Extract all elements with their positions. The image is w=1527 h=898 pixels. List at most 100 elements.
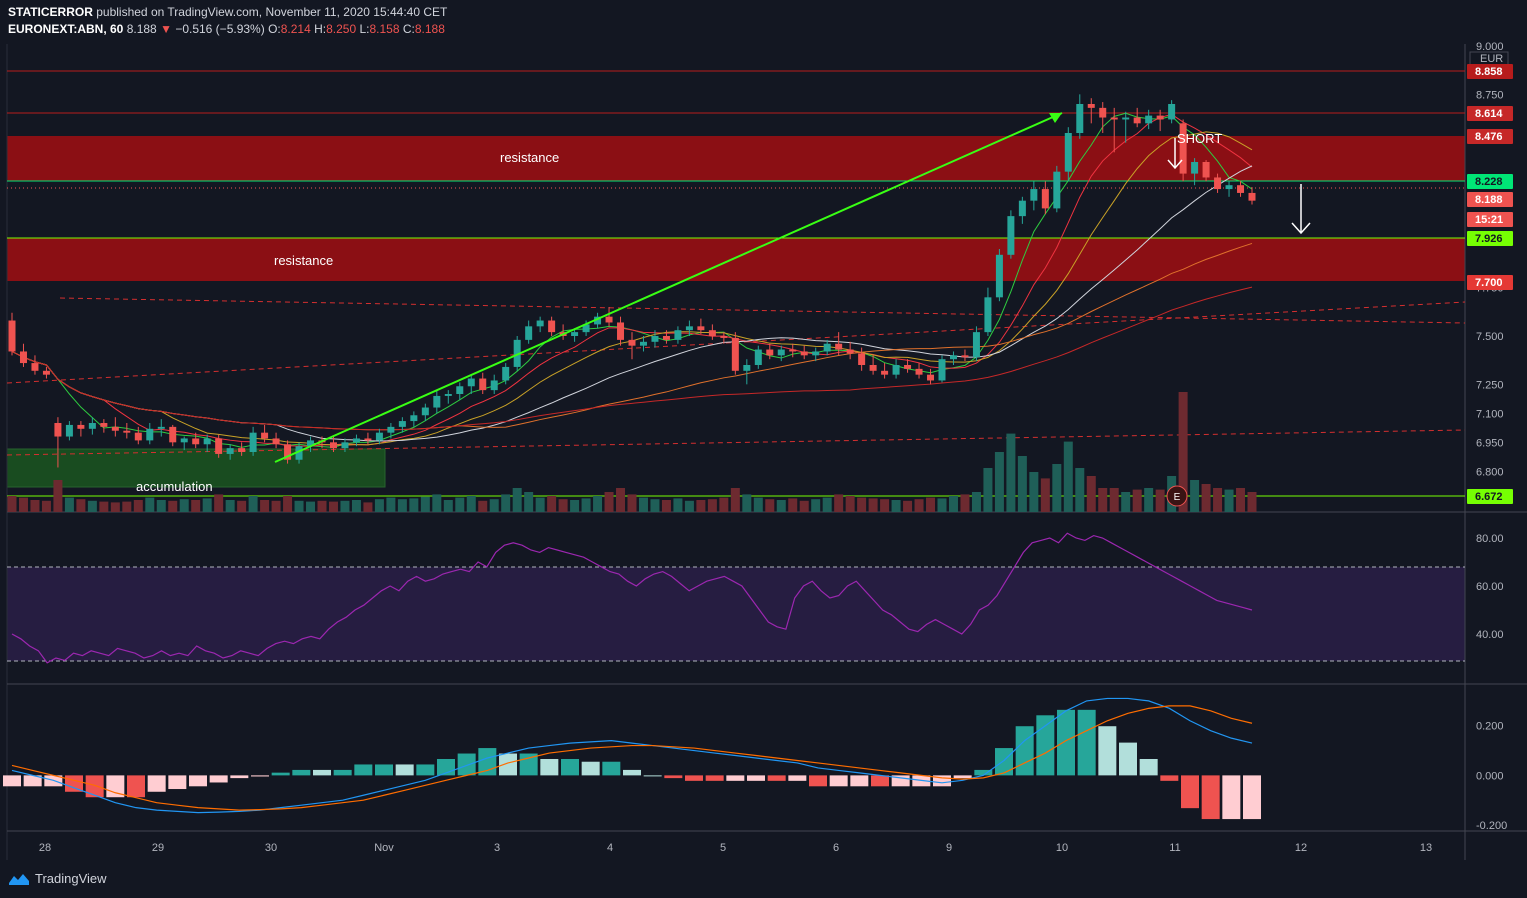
volume-bar xyxy=(1040,478,1050,512)
candle-body xyxy=(1053,171,1061,209)
candle-body xyxy=(341,442,349,449)
volume-bar xyxy=(7,496,17,512)
volume-bar xyxy=(684,500,694,512)
candle-body xyxy=(100,423,108,427)
volume-bar xyxy=(799,500,809,512)
candle-body xyxy=(65,424,73,437)
volume-bar xyxy=(558,499,568,512)
trend-arrow-line xyxy=(274,112,1063,463)
price-tick-label: 9.000 xyxy=(1476,41,1504,53)
macd-histogram-bar xyxy=(602,761,621,776)
volume-bar xyxy=(822,497,832,512)
symbol-label[interactable]: EURONEXT:ABN, 60 xyxy=(8,22,124,36)
candle-body xyxy=(972,332,980,358)
macd-histogram-bar xyxy=(168,775,187,790)
candle-body xyxy=(513,339,521,367)
volume-bar xyxy=(753,497,763,512)
candle-body xyxy=(639,341,647,346)
candle-body xyxy=(1237,185,1245,193)
volume-bar xyxy=(627,494,637,512)
candle-body xyxy=(1076,104,1084,133)
candle-body xyxy=(42,370,50,375)
candle-body xyxy=(502,366,510,381)
publish-date: published on TradingView.com, November 1… xyxy=(96,5,448,19)
macd-histogram-bar xyxy=(65,775,83,792)
time-axis: 28 29 30 Nov 3 4 5 6 9 10 11 12 13 xyxy=(39,842,1432,854)
volume-bar xyxy=(237,500,247,512)
volume-bar xyxy=(466,496,476,512)
candle-body xyxy=(1030,189,1038,201)
macd-histogram-bar xyxy=(850,775,869,787)
open-value: 8.214 xyxy=(280,22,311,36)
volume-bar xyxy=(191,500,201,512)
volume-bar xyxy=(76,499,86,512)
ohlc-legend: EURONEXT:ABN, 60 8.188 ▼ −0.516 (−5.93%)… xyxy=(8,22,445,36)
time-tick-label: 6 xyxy=(833,842,839,854)
price-tick-label: 6.950 xyxy=(1476,437,1504,449)
candle-body xyxy=(146,428,154,441)
candle-body xyxy=(697,326,705,331)
macd-histogram-bar xyxy=(1077,709,1096,776)
time-tick-label: 30 xyxy=(265,842,277,854)
candle-body xyxy=(329,442,337,449)
macd-histogram-bar xyxy=(747,775,765,781)
brand-name: TradingView xyxy=(35,871,107,886)
price-tag-label: 8.858 xyxy=(1475,66,1503,78)
candle-body xyxy=(938,359,946,381)
candle-body xyxy=(1018,200,1026,217)
macd-pane: 0.200 0.000 -0.200 xyxy=(3,697,1507,832)
volume-bar xyxy=(489,499,499,512)
candle-body xyxy=(754,349,762,365)
candles-layer xyxy=(8,94,1256,468)
volume-bar xyxy=(593,496,603,512)
price-change: −0.516 (−5.93%) xyxy=(175,22,265,36)
volume-bar xyxy=(248,496,258,512)
price-tag xyxy=(1467,231,1513,246)
macd-histogram-bar xyxy=(147,775,166,792)
candle-body xyxy=(846,349,854,354)
macd-line xyxy=(11,697,1253,814)
volume-bar xyxy=(478,500,488,512)
macd-histogram-bar xyxy=(499,753,517,776)
macd-histogram-bar xyxy=(85,775,104,798)
price-tag xyxy=(1467,64,1513,79)
rsi-tick-label: 80.00 xyxy=(1476,533,1504,545)
macd-histogram-bar xyxy=(292,769,311,776)
volume-bar xyxy=(1086,476,1096,512)
author-name[interactable]: STATICERROR xyxy=(8,5,93,19)
volume-bar xyxy=(937,498,947,512)
candle-body xyxy=(1225,185,1233,190)
earnings-icon[interactable] xyxy=(1166,485,1188,507)
time-tick-label: 12 xyxy=(1295,842,1307,854)
candle-body xyxy=(387,426,395,433)
time-tick-label: 11 xyxy=(1169,842,1180,854)
volume-bar xyxy=(1144,488,1154,512)
candle-body xyxy=(685,326,693,331)
macd-histogram-bar xyxy=(1222,775,1241,820)
candle-body xyxy=(766,349,774,356)
macd-histogram-bar xyxy=(251,775,269,777)
volume-bar xyxy=(547,496,557,512)
macd-histogram-bar xyxy=(271,772,290,776)
macd-histogram-bar xyxy=(829,775,848,787)
tradingview-brand[interactable]: TradingView xyxy=(8,871,107,886)
volume-bar xyxy=(168,500,178,512)
candle-body xyxy=(134,432,142,441)
candle-body xyxy=(571,332,579,336)
candle-body xyxy=(605,316,613,323)
volume-bar xyxy=(87,500,97,512)
volume-bar xyxy=(1052,464,1062,512)
volume-bar xyxy=(994,452,1004,512)
macd-histogram-bar xyxy=(333,769,352,776)
volume-bar xyxy=(214,494,224,512)
volume-bar xyxy=(363,502,373,512)
volume-bar xyxy=(283,496,293,512)
volume-bar xyxy=(455,497,465,512)
rsi-tick-label: 40.00 xyxy=(1476,629,1504,641)
candle-body xyxy=(215,438,223,454)
volume-bar xyxy=(53,480,63,512)
macd-histogram-bar xyxy=(1057,709,1075,776)
candle-body xyxy=(398,421,406,427)
volume-bar xyxy=(64,497,74,512)
